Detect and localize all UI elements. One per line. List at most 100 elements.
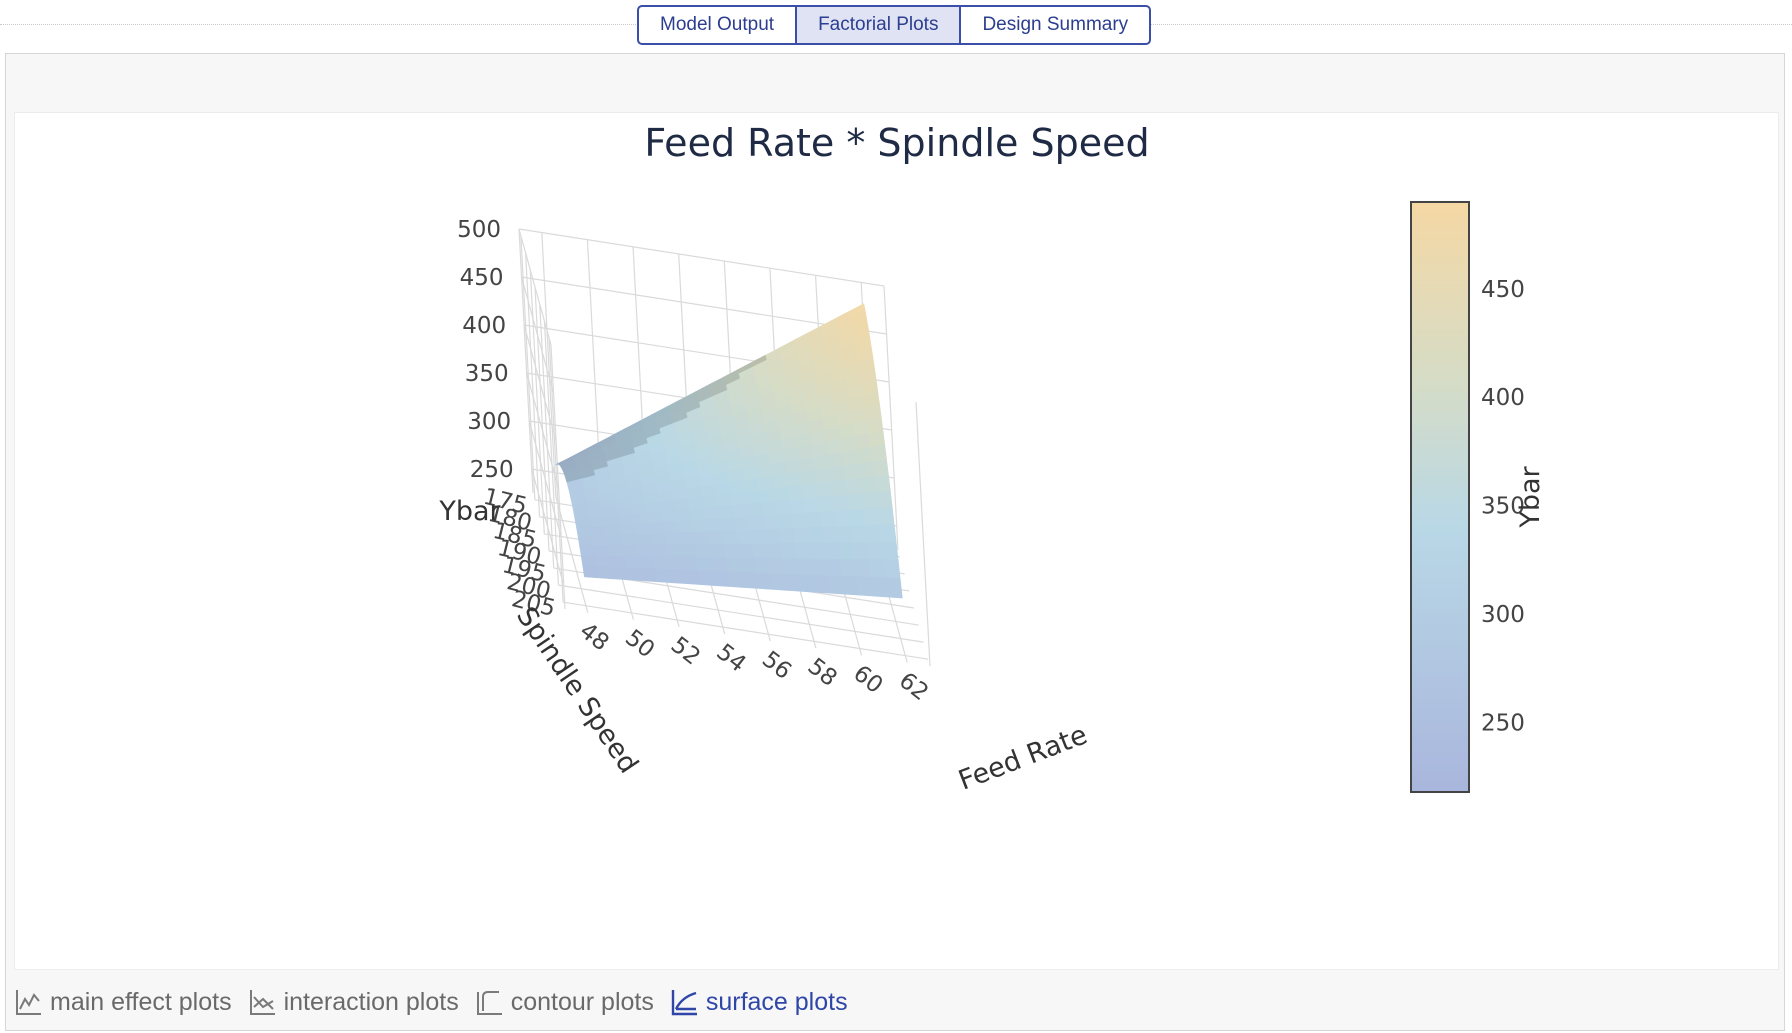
surface-patch: [662, 521, 680, 534]
surface-patch: [686, 486, 703, 500]
surface-mesh[interactable]: [555, 303, 903, 599]
colorbar-tick-label: 400: [1481, 385, 1525, 411]
surface-patch: [669, 569, 686, 584]
surface-patch: [665, 544, 683, 558]
interaction-chart-icon: [249, 990, 275, 1015]
surface-patch: [768, 557, 786, 575]
nav-main-effect-plots[interactable]: main effect plots: [14, 987, 232, 1017]
surface-patch: [805, 511, 823, 529]
surface-patch: [708, 543, 726, 559]
surface-patch: [873, 474, 891, 493]
surface-patch: [827, 452, 845, 469]
surface-patch: [622, 544, 640, 557]
surface-patch: [719, 517, 737, 532]
surface-patch: [813, 574, 831, 594]
surface-patch: [640, 567, 657, 583]
surface-patch: [703, 506, 721, 520]
z-tick-label: 350: [465, 361, 509, 387]
x-tick-label: 54: [711, 639, 750, 678]
x-tick-label: 62: [894, 668, 933, 707]
surface-plot-area[interactable]: Feed Rate * Spindle Speed 250 300 350 400 45…: [14, 112, 1779, 970]
surface-patch: [689, 507, 707, 521]
surface-patch: [619, 523, 636, 536]
surface-patch: [854, 433, 871, 451]
surface-patch: [680, 544, 697, 558]
surface-patch: [845, 478, 863, 496]
surface-patch: [663, 532, 681, 546]
surface-patch: [678, 531, 696, 545]
nav-contour-plots[interactable]: contour plots: [475, 987, 654, 1017]
tab-design-summary[interactable]: Design Summary: [959, 7, 1149, 43]
surface-patch: [651, 544, 668, 558]
surface-patch: [590, 525, 608, 537]
surface-patch: [603, 515, 621, 527]
tab-model-output[interactable]: Model Output: [660, 14, 775, 35]
surface-patch: [784, 459, 802, 475]
surface-patch: [777, 513, 794, 530]
surface-patch: [778, 527, 796, 544]
chart-title: Feed Rate * Spindle Speed: [644, 121, 1149, 165]
surface-patch: [696, 556, 713, 572]
surface-patch: [730, 491, 748, 506]
surface-chart[interactable]: Feed Rate * Spindle Speed 250 300 350 400 45…: [15, 113, 1780, 971]
surface-patch: [756, 464, 773, 479]
surface-patch: [587, 508, 605, 519]
surface-patch: [595, 555, 612, 568]
surface-patch: [676, 520, 694, 534]
surface-patch: [839, 436, 857, 453]
surface-patch: [879, 524, 897, 543]
surface-patch: [814, 467, 832, 484]
colorbar-title: Ybar: [1515, 465, 1546, 528]
surface-patch: [609, 555, 627, 569]
tab-factorial-plots[interactable]: Factorial Plots: [795, 7, 960, 43]
surface-patch: [646, 511, 664, 524]
surface-patch: [798, 574, 816, 593]
surface-patch: [865, 524, 883, 543]
line-chart-icon: [16, 990, 41, 1015]
surface-patch: [766, 543, 784, 559]
surface-patch: [723, 543, 741, 559]
surface-patch: [732, 503, 750, 519]
surface-patch: [811, 558, 829, 577]
x-tick-label: 50: [620, 625, 659, 664]
surface-patch: [870, 577, 889, 598]
surface-patch: [823, 542, 841, 560]
view-tabs: Model Output Factorial Plots Design Summ…: [637, 5, 1152, 45]
surface-patch: [625, 567, 643, 582]
surface-patch: [856, 576, 874, 597]
surface-patch: [681, 556, 699, 572]
surface-patch: [739, 557, 757, 574]
surface-patch: [867, 541, 885, 561]
surface-patch: [840, 558, 858, 578]
surface-patch: [667, 556, 685, 571]
surface-patch: [775, 499, 793, 516]
surface-patch: [702, 495, 719, 509]
surface-patch: [843, 463, 861, 481]
colorbar-gradient: [1410, 201, 1470, 793]
surface-patch: [601, 506, 619, 518]
surface-patch: [784, 573, 802, 592]
surface-patch: [761, 501, 778, 517]
z-tick-label: 500: [457, 217, 501, 243]
surface-patch: [769, 573, 788, 591]
surface-patch: [875, 490, 893, 509]
nav-label: interaction plots: [283, 987, 459, 1016]
surface-patch: [832, 494, 850, 512]
nav-surface-plots[interactable]: surface plots: [670, 987, 848, 1017]
y-axis-title: Spindle Speed: [510, 601, 644, 779]
x-tick-label: 48: [575, 618, 614, 657]
nav-interaction-plots[interactable]: interaction plots: [248, 987, 459, 1017]
x-tick-label: 58: [803, 653, 842, 692]
surface-patch: [617, 514, 635, 526]
surface-patch: [773, 486, 791, 502]
surface-patch: [813, 454, 830, 471]
surface-patch: [652, 556, 670, 570]
x-tick-label: 60: [848, 661, 887, 700]
surface-patch: [608, 544, 625, 557]
surface-patch: [782, 558, 800, 576]
surface-patch: [881, 541, 899, 561]
x-axis-title: Feed Rate: [954, 719, 1091, 796]
surface-patch: [707, 530, 724, 545]
surface-patch: [589, 516, 606, 528]
colorbar-tick-label: 250: [1481, 711, 1525, 737]
